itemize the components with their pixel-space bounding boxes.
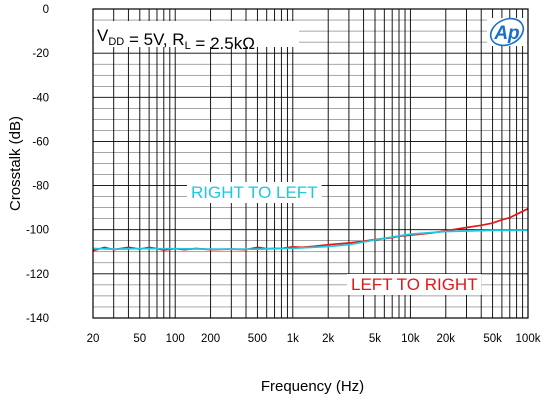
x-tick-label: 20k bbox=[437, 333, 456, 345]
y-tick-label: 0 bbox=[43, 4, 49, 16]
series-line-1 bbox=[92, 229, 529, 250]
grid-lines bbox=[93, 9, 528, 318]
logo-ring bbox=[489, 17, 525, 47]
x-tick-label: 50 bbox=[133, 333, 146, 345]
anno-rl-background bbox=[187, 182, 322, 203]
conditions-label: VDD = 5V, RL = 2.5kΩ bbox=[97, 26, 255, 53]
x-tick-label: 100 bbox=[166, 333, 185, 345]
x-tick-label: 200 bbox=[201, 333, 220, 345]
annotation-left-to-right: LEFT TO RIGHT bbox=[351, 275, 478, 294]
y-tick-label: -140 bbox=[26, 313, 49, 325]
x-tick-label: 10k bbox=[401, 333, 420, 345]
x-axis-title: Frequency (Hz) bbox=[261, 378, 364, 395]
y-tick-label: -40 bbox=[32, 92, 49, 104]
x-tick-label: 2k bbox=[322, 333, 334, 345]
y-tick-label: -120 bbox=[26, 269, 49, 281]
y-tick-label: -80 bbox=[32, 181, 49, 193]
tick-labels: 20 50 100 200 500 1k 2k 5k 10k 20k 50k 100k 0 -20 -40 -… bbox=[26, 4, 541, 345]
logo-text: Ap bbox=[493, 23, 519, 44]
series-layer bbox=[92, 207, 529, 252]
y-tick-label: -60 bbox=[32, 136, 49, 148]
y-tick-label: -100 bbox=[26, 225, 49, 237]
x-tick-label: 500 bbox=[248, 333, 267, 345]
annotation-right-to-left: RIGHT TO LEFT bbox=[191, 183, 318, 202]
x-tick-label: 20 bbox=[87, 333, 100, 345]
x-tick-label: 50k bbox=[483, 333, 502, 345]
ap-logo: Ap bbox=[487, 17, 527, 47]
y-axis-title: Crosstalk (dB) bbox=[7, 116, 24, 211]
x-tick-label: 5k bbox=[369, 333, 381, 345]
x-tick-label: 100k bbox=[516, 333, 541, 345]
anno-lr-background bbox=[347, 274, 482, 295]
y-tick-label: -20 bbox=[32, 48, 49, 60]
plot-frame bbox=[92, 8, 529, 319]
conditions-box bbox=[94, 21, 299, 47]
x-tick-label: 1k bbox=[287, 333, 299, 345]
